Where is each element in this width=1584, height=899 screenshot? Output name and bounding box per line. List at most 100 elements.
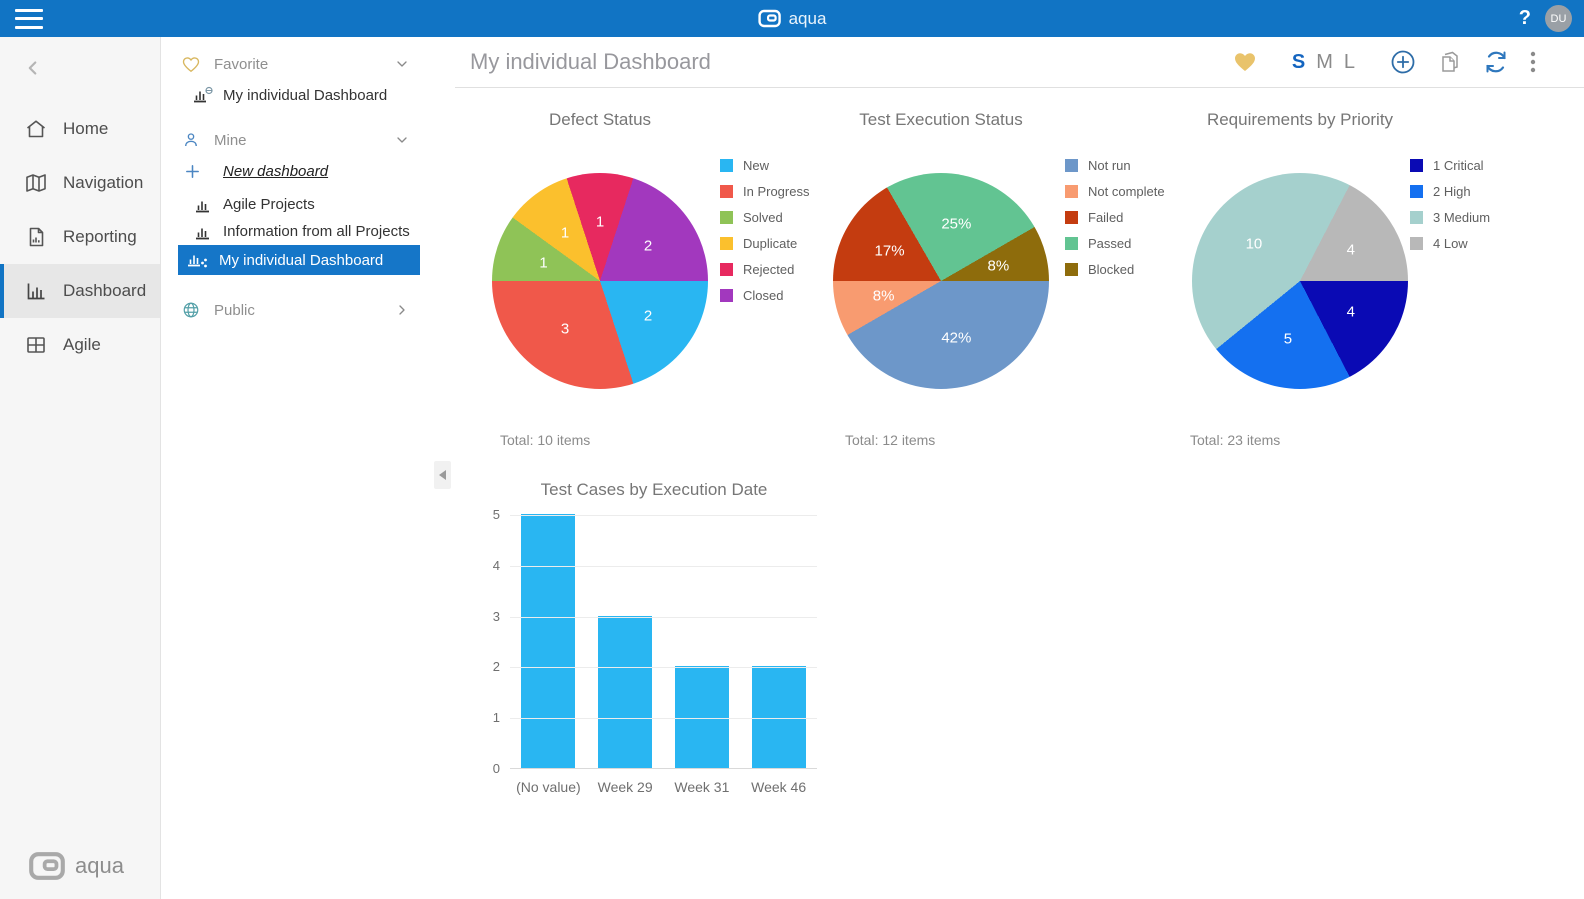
globe-icon (182, 301, 200, 319)
x-axis-label: Week 29 (597, 779, 653, 795)
section-label: Public (214, 301, 255, 319)
y-tick-label: 3 (492, 608, 500, 624)
size-large-button[interactable]: L (1343, 50, 1355, 73)
legend-label: 4 Low (1433, 235, 1468, 251)
footer-brand-text: aqua (75, 853, 124, 878)
help-button[interactable]: ? (1518, 7, 1531, 29)
chart-legend: Not run Not complete Failed Passed Blocked (1065, 152, 1165, 282)
sidebar-item-home[interactable]: Home (0, 102, 160, 156)
sidebar-item-label: Home (63, 119, 109, 138)
bar (674, 666, 729, 768)
chart-total: Total: 23 items (1190, 432, 1281, 448)
favorite-dashboard-item[interactable]: My individual Dashboard (162, 81, 455, 109)
legend-label: 1 Critical (1433, 157, 1484, 173)
section-public[interactable]: Public (162, 293, 455, 327)
dashboard-item-information-all-projects[interactable]: Information from all Projects (162, 218, 455, 245)
chevron-right-icon (394, 302, 410, 318)
pie-slice-label: 17% (874, 242, 905, 260)
sidebar-item-dashboard[interactable]: Dashboard (0, 264, 160, 318)
size-switcher: S M L (1292, 51, 1355, 74)
sidebar-item-label: Navigation (63, 173, 144, 192)
dashboard-item-agile-projects[interactable]: Agile Projects (162, 191, 455, 218)
legend-swatch (1065, 184, 1078, 198)
size-small-button[interactable]: S (1291, 50, 1306, 73)
sidebar-item-label: Reporting (63, 227, 137, 246)
gridline (510, 565, 817, 567)
pie-slice-label: 8% (872, 287, 895, 305)
panel-collapse-handle[interactable] (434, 461, 451, 489)
user-avatar[interactable]: DU (1545, 5, 1572, 32)
legend-label: Failed (1088, 209, 1124, 225)
dashboard-item-label: Information from all Projects (223, 223, 410, 240)
legend-item: Failed (1065, 204, 1165, 230)
dashboard-chart-icon (192, 86, 214, 104)
main-sidebar: Home Navigation Reporting Dashboard (0, 37, 161, 899)
sidebar-footer-brand: aqua (28, 851, 124, 881)
sidebar-item-navigation[interactable]: Navigation (0, 156, 160, 210)
hamburger-menu-icon[interactable] (15, 8, 43, 29)
sidebar-item-agile[interactable]: Agile (0, 318, 160, 372)
widget-test-cases-by-execution-date[interactable]: Test Cases by Execution Date 0 1 2 3 4 5 (No … (470, 470, 830, 820)
section-favorite[interactable]: Favorite (162, 47, 455, 81)
legend-swatch (1065, 158, 1078, 172)
bars (510, 514, 817, 768)
widget-requirements-by-priority[interactable]: Requirements by Priority 4 5 10 4 1 Critica… (1160, 100, 1505, 470)
dashboard-chart-icon (194, 197, 214, 213)
legend-swatch (720, 158, 733, 172)
bar (751, 666, 806, 768)
section-mine[interactable]: Mine (162, 123, 455, 157)
report-document-icon (24, 225, 48, 249)
dashboard-item-label: Agile Projects (223, 196, 315, 213)
home-icon (24, 117, 48, 141)
refresh-icon[interactable] (1483, 49, 1509, 75)
pie-chart: 4 5 10 4 (1192, 173, 1408, 389)
legend-label: Duplicate (743, 235, 798, 251)
x-axis-label: (No value) (516, 779, 581, 795)
gridline (510, 667, 817, 669)
sidebar-item-reporting[interactable]: Reporting (0, 210, 160, 264)
legend-item: 1 Critical (1410, 152, 1490, 178)
legend-label: Not run (1088, 157, 1131, 173)
legend-label: Blocked (1088, 261, 1135, 277)
section-label: Mine (214, 131, 247, 149)
collapse-back-icon[interactable] (22, 57, 160, 84)
y-tick-label: 2 (492, 659, 500, 675)
legend-item: Not complete (1065, 178, 1165, 204)
add-widget-icon[interactable] (1390, 49, 1416, 75)
widget-test-execution-status[interactable]: Test Execution Status 42% 8% 17% 25% 8% Not … (815, 100, 1165, 470)
size-medium-button[interactable]: M (1316, 50, 1333, 73)
legend-swatch (1410, 158, 1423, 172)
legend-item: New (720, 152, 809, 178)
pie-slice-label: 25% (941, 215, 972, 233)
sidebar-item-label: Dashboard (63, 281, 147, 300)
heart-outline-icon (182, 56, 200, 73)
pie-slice-label: 1 (539, 254, 548, 272)
favorite-heart-icon[interactable] (1233, 51, 1257, 73)
legend-swatch (720, 288, 733, 302)
chart-title: Test Execution Status (859, 110, 1023, 129)
sidebar-item-label: Agile (63, 335, 101, 354)
x-axis-label: Week 31 (674, 779, 730, 795)
legend-item: Solved (720, 204, 809, 230)
main-content: My individual Dashboard S M L (455, 37, 1584, 899)
dashboard-toolbar: S M L (1233, 49, 1584, 75)
copy-icon[interactable] (1437, 49, 1462, 75)
more-options-kebab-icon[interactable] (1530, 50, 1536, 74)
plus-icon (184, 163, 201, 180)
bar (598, 615, 653, 768)
pie-slice-label: 2 (643, 307, 653, 325)
dashboard-item-my-individual-selected[interactable]: My individual Dashboard (178, 245, 420, 275)
chart-total: Total: 12 items (845, 432, 936, 448)
legend-swatch (720, 236, 733, 250)
pie-slice-label: 1 (595, 213, 605, 231)
chevron-down-icon (394, 56, 410, 72)
top-bar: aqua ? DU (0, 0, 1584, 37)
legend-item: Passed (1065, 230, 1165, 256)
dashboard-chart-icon (194, 224, 214, 240)
collapse-left-arrow-icon (439, 470, 446, 480)
gridline (510, 718, 817, 720)
legend-label: In Progress (743, 183, 810, 199)
new-dashboard-button[interactable]: New dashboard (162, 157, 455, 185)
